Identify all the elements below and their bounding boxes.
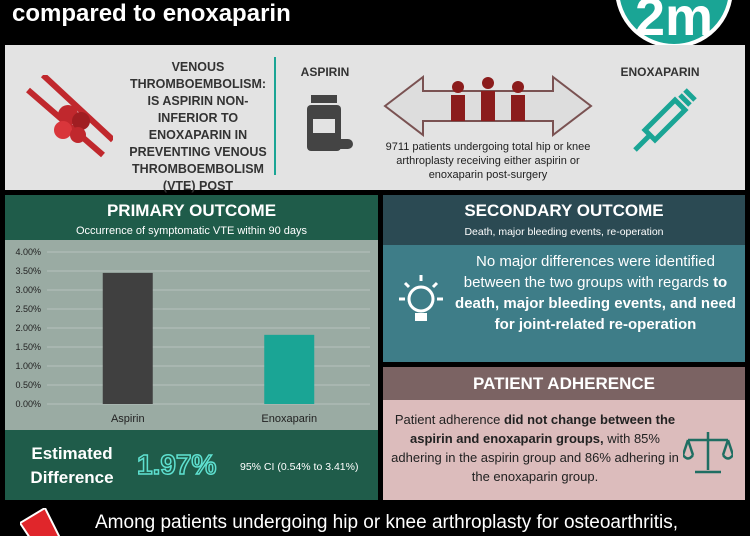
scale-icon: [683, 432, 733, 474]
y-tick-label: 4.00%: [15, 247, 41, 257]
estimate-label: Estimated Difference: [30, 444, 114, 487]
estimate-value: 1.97%: [136, 448, 217, 481]
bar: [102, 272, 153, 404]
chart-bg: [5, 240, 378, 430]
y-tick-label: 3.00%: [15, 285, 41, 295]
secondary-title: SECONDARY OUTCOME: [464, 201, 664, 220]
alert-icon: [20, 508, 60, 536]
y-tick-label: 2.00%: [15, 323, 41, 333]
population: 9711 patients undergoing total hip or kn…: [385, 141, 591, 181]
primary-panel: PRIMARY OUTCOME Occurrence of symptomati…: [5, 195, 378, 500]
adherence-body: Patient adherence did not change between…: [383, 400, 745, 500]
enoxaparin-label: ENOXAPARIN: [620, 65, 700, 79]
syringe-icon: [633, 88, 697, 152]
adherence-text-bold: did not change between the aspirin and e…: [410, 412, 676, 446]
y-tick-label: 0.50%: [15, 380, 41, 390]
secondary-text: No major differences were identified bet…: [453, 251, 738, 335]
y-tick-label: 0.00%: [15, 399, 41, 409]
question: VENOUS THROMBOEMBOLISM: IS ASPIRIN NON-I…: [129, 60, 267, 210]
header-title: compared to enoxaparin: [12, 0, 291, 27]
aspirin-label: ASPIRIN: [300, 65, 350, 79]
bar: [264, 334, 315, 404]
logo: 2m: [615, 0, 733, 48]
adherence-title: PATIENT ADHERENCE: [383, 367, 745, 400]
adherence-text: Patient adherence did not change between…: [389, 410, 681, 486]
secondary-subtitle: Death, major bleeding events, re-operati…: [464, 226, 664, 238]
y-tick-label: 1.50%: [15, 342, 41, 352]
y-tick-label: 3.50%: [15, 266, 41, 276]
y-tick-label: 1.00%: [15, 361, 41, 371]
secondary-text-plain: No major differences were identified bet…: [463, 253, 715, 291]
footer-text: Among patients undergoing hip or knee ar…: [95, 512, 678, 533]
bar-chart: 0.00% 0.50% 1.00% 1.50% 2.00% 2.50% 3.00% 3.50%…: [5, 240, 378, 430]
intro-panel: VENOUS THROMBOEMBOLISM: IS ASPIRIN NON-I…: [5, 45, 745, 210]
secondary-body: No major differences were identified bet…: [383, 245, 745, 362]
secondary-header: SECONDARY OUTCOME Death, major bleeding …: [383, 195, 745, 245]
pill-icon: [307, 95, 353, 151]
adherence-text-1: Patient adherence: [394, 412, 504, 427]
secondary-text-bold: to death, major bleeding events, and nee…: [455, 274, 736, 333]
x-tick-label: Aspirin: [111, 413, 145, 425]
x-tick-label: Enoxaparin: [261, 413, 317, 425]
bulb-icon: [399, 275, 443, 321]
primary-title: PRIMARY OUTCOME: [106, 201, 277, 220]
divider: [274, 57, 276, 175]
vessel-icon: [26, 75, 113, 158]
adherence-text-2: with 85% adhering in the aspirin group a…: [391, 431, 679, 484]
confidence-interval: 95% CI (0.54% to 3.41%): [240, 461, 359, 473]
y-tick-label: 2.50%: [15, 304, 41, 314]
primary-subtitle: Occurrence of symptomatic VTE within 90 …: [75, 225, 308, 237]
arrow-people: [383, 75, 593, 137]
